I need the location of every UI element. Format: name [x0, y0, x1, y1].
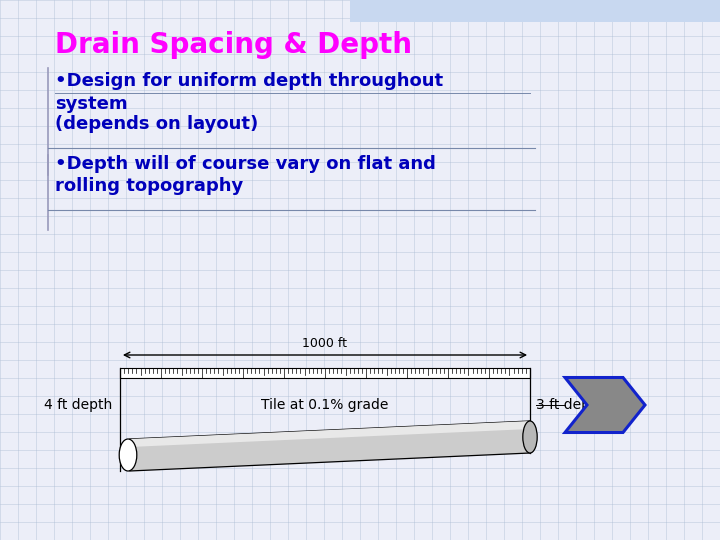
Text: •Depth will of course vary on flat and: •Depth will of course vary on flat and [55, 155, 436, 173]
Text: system: system [55, 95, 127, 113]
Bar [120, 368, 530, 378]
Ellipse shape [120, 439, 137, 471]
Text: rolling topography: rolling topography [55, 177, 243, 195]
Text: 3 ft depth: 3 ft depth [536, 398, 604, 412]
Text: •Design for uniform depth throughout: •Design for uniform depth throughout [55, 72, 443, 90]
Text: Drain Spacing & Depth: Drain Spacing & Depth [55, 31, 412, 59]
Ellipse shape [523, 421, 537, 453]
Polygon shape [130, 421, 530, 447]
Polygon shape [565, 377, 645, 433]
Text: Tile at 0.1% grade: Tile at 0.1% grade [261, 398, 389, 412]
Bar [350, 0, 720, 22]
Text: 4 ft depth: 4 ft depth [44, 398, 112, 412]
Text: 1000 ft: 1000 ft [302, 337, 348, 350]
Text: (depends on layout): (depends on layout) [55, 115, 258, 133]
Polygon shape [130, 421, 530, 471]
